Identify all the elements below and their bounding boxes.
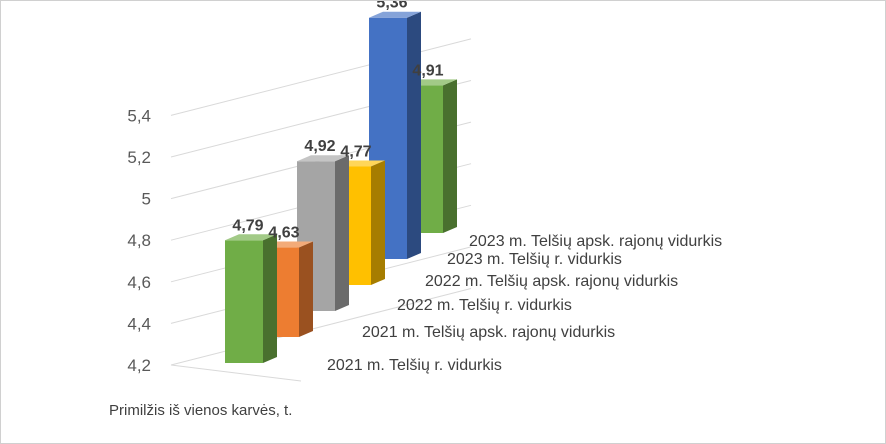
category-label: 2023 m. Telšių r. vidurkis [447, 251, 622, 268]
y-axis-ticks: 4,2 4,4 4,6 4,8 5 5,2 5,4 [127, 106, 151, 375]
gridline [170, 288, 472, 366]
category-label: 2022 m. Telšių r. vidurkis [397, 297, 572, 314]
value-label: 4,79 [232, 217, 263, 234]
bar-top [225, 234, 277, 241]
bars [225, 11, 457, 363]
value-label: 4,91 [412, 62, 443, 79]
y-tick-label: 5,4 [127, 106, 151, 125]
bar-side [263, 234, 277, 363]
value-label: 5,36 [376, 1, 407, 12]
bar-side [371, 160, 385, 285]
y-tick-label: 4,6 [127, 273, 151, 292]
bar-side [407, 11, 421, 259]
bar-front [225, 240, 263, 363]
bar-top [369, 11, 421, 18]
value-label: 4,63 [268, 225, 299, 242]
y-tick-label: 4,8 [127, 231, 151, 250]
x-axis-title: Primilžis iš vienos karvės, t. [109, 402, 292, 419]
bar-1 [225, 234, 277, 363]
floor-edge [170, 364, 302, 382]
y-tick-label: 4,4 [127, 314, 151, 333]
bar-side [335, 155, 349, 311]
category-label: 2023 m. Telšių apsk. rajonų vidurkis [469, 233, 722, 250]
value-labels: 4,79 4,63 4,92 4,77 5,36 4,91 [232, 1, 443, 242]
bar-side [299, 241, 313, 337]
category-labels: 2021 m. Telšių r. vidurkis 2021 m. Telšių… [327, 233, 722, 374]
value-label: 4,77 [340, 143, 371, 160]
y-tick-label: 4,2 [127, 356, 151, 375]
y-tick-label: 5,2 [127, 148, 151, 167]
bar-top [297, 155, 349, 162]
category-label: 2021 m. Telšių apsk. rajonų vidurkis [362, 324, 615, 341]
value-label: 4,92 [304, 138, 335, 155]
bar-side [443, 79, 457, 233]
category-label: 2021 m. Telšių r. vidurkis [327, 357, 502, 374]
y-tick-label: 5 [142, 190, 151, 209]
category-label: 2022 m. Telšių apsk. rajonų vidurkis [425, 273, 678, 290]
